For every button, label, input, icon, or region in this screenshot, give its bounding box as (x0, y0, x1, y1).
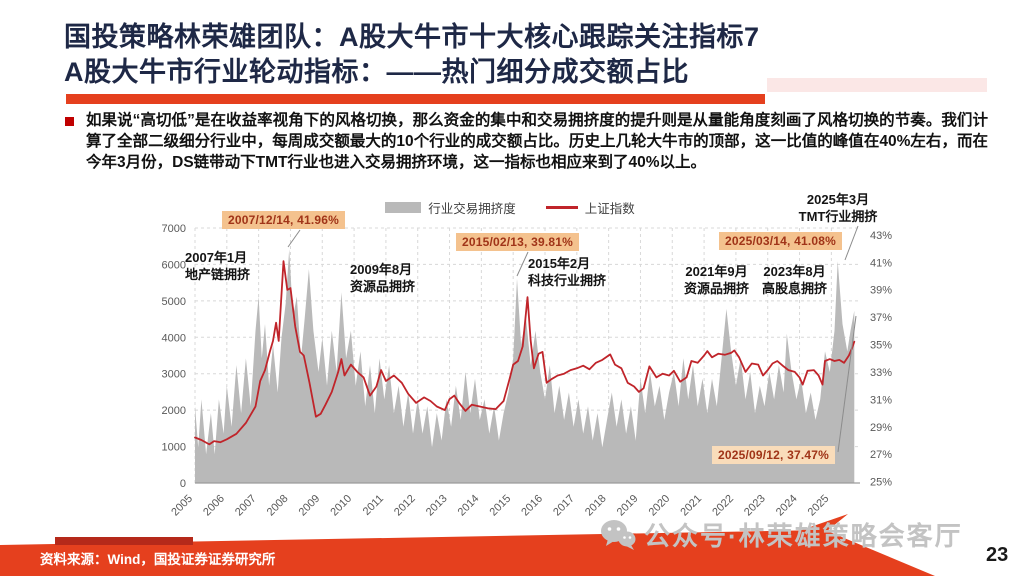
svg-text:37%: 37% (870, 312, 892, 324)
svg-text:7000: 7000 (162, 223, 186, 235)
bullet-square-icon (65, 117, 74, 126)
callout-2007-peak: 2007/12/14, 41.96% (222, 211, 346, 229)
label-2009-resources: 2009年8月 资源品拥挤 (350, 262, 416, 294)
svg-text:3000: 3000 (162, 369, 186, 381)
slide-title: 国投策略林荣雄团队：A股大牛市十大核心跟踪关注指标7 A股大牛市行业轮动指标：—… (64, 20, 984, 90)
line-series (194, 260, 856, 446)
svg-text:0: 0 (180, 478, 186, 490)
label-2025-tmt: 2025年3月 TMT行业拥挤 (798, 192, 878, 224)
slide-title-line2: A股大牛市行业轮动指标：——热门细分成交额占比 (64, 57, 689, 87)
line-series-layer (194, 260, 856, 446)
svg-text:5000: 5000 (162, 296, 186, 308)
label-2007-property: 2007年1月 地产链拥挤 (185, 250, 251, 282)
area-series (195, 249, 855, 483)
legend-item-sse: 上证指数 (545, 198, 635, 217)
label-2023-dividend: 2023年8月 高股息拥挤 (762, 264, 828, 296)
svg-text:4000: 4000 (162, 332, 186, 344)
svg-text:43%: 43% (870, 230, 892, 242)
line-swatch-icon (545, 206, 578, 209)
title-pink-stripe (767, 78, 987, 92)
area-series-layer (195, 249, 855, 483)
svg-text:27%: 27% (870, 449, 892, 461)
watermark-text: 公众号·林荣雄策略会客厅 (644, 521, 963, 551)
combo-chart: 0 1000 2000 3000 4000 5000 6000 7000 43% 41% 39% 37… (162, 223, 893, 518)
svg-text:6000: 6000 (162, 259, 186, 271)
footer-ribbon (0, 514, 935, 576)
svg-text:2000: 2000 (162, 405, 186, 417)
page-number: 23 (986, 544, 1009, 566)
legend-item-congestion: 行业交易拥挤度 (385, 198, 516, 217)
area-swatch-icon (385, 202, 422, 213)
watermark: 公众号·林荣雄策略会客厅 (600, 516, 963, 553)
legend-label-congestion: 行业交易拥挤度 (428, 202, 516, 216)
svg-text:31%: 31% (870, 394, 892, 406)
legend-label-sse: 上证指数 (584, 202, 635, 216)
svg-text:33%: 33% (870, 367, 892, 379)
source-attribution: 资料来源：Wind，国投证券证券研究所 (40, 552, 276, 567)
svg-text:41%: 41% (870, 257, 892, 269)
label-2021-resources: 2021年9月 资源品拥挤 (684, 264, 750, 296)
callout-2025-march-peak: 2025/03/14, 41.08% (719, 232, 843, 250)
title-underline-bar (66, 94, 765, 104)
callout-2025-september: 2025/09/12, 37.47% (712, 446, 836, 464)
chart-legend: 行业交易拥挤度 上证指数 (150, 198, 870, 217)
wechat-icon (601, 519, 636, 550)
svg-text:29%: 29% (870, 422, 892, 434)
bullet-paragraph: 如果说“高切低”是在收益率视角下的风格切换，那么资金的集中和交易拥挤度的提升则是… (86, 112, 988, 171)
svg-text:1000: 1000 (162, 442, 186, 454)
callout-2015-peak: 2015/02/13, 39.81% (456, 233, 580, 251)
svg-text:39%: 39% (870, 285, 892, 297)
svg-text:35%: 35% (870, 340, 892, 352)
label-2015-tech: 2015年2月 科技行业拥挤 (528, 256, 607, 288)
chart-region: 行业交易拥挤度 上证指数 0 1000 2000 3000 4000 5000 6000 70… (0, 190, 1024, 535)
slide-title-line1: 国投策略林荣雄团队：A股大牛市十大核心跟踪关注指标7 (64, 22, 760, 52)
svg-text:25%: 25% (870, 477, 892, 489)
